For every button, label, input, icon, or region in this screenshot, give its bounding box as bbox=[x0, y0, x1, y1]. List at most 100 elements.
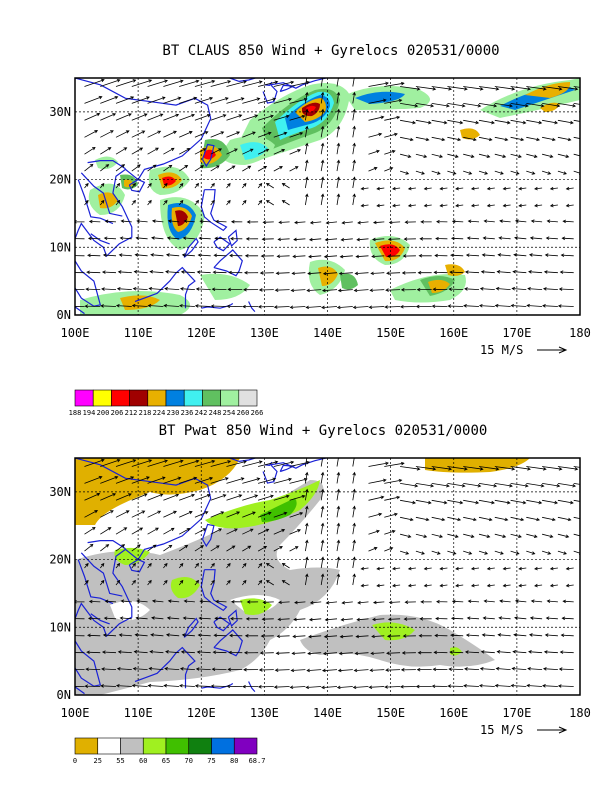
wind-vector bbox=[434, 253, 448, 258]
wind-vector bbox=[226, 131, 241, 138]
wind-vector bbox=[447, 684, 464, 688]
wind-vector bbox=[448, 287, 464, 291]
colorbar-swatch bbox=[238, 389, 258, 407]
wind-vector bbox=[115, 527, 128, 535]
wind-vector bbox=[435, 236, 448, 241]
wind-vector bbox=[400, 516, 414, 522]
wind-vector bbox=[376, 583, 385, 588]
wind-vector bbox=[495, 666, 511, 671]
border-segment bbox=[87, 160, 126, 170]
wind-vector bbox=[259, 651, 274, 655]
wind-vector bbox=[565, 566, 574, 571]
wind-vector bbox=[526, 499, 543, 505]
wind-vector bbox=[518, 583, 527, 588]
wind-vector bbox=[257, 685, 274, 689]
wind-vector bbox=[336, 539, 341, 552]
wind-vector bbox=[131, 493, 148, 501]
wind-vector bbox=[210, 199, 215, 206]
wind-vector bbox=[75, 306, 85, 307]
wind-vector bbox=[357, 600, 369, 605]
wind-vector bbox=[260, 254, 274, 258]
colorbar-label: 200 bbox=[97, 409, 110, 417]
wind-vector bbox=[178, 562, 184, 569]
wind-vector bbox=[336, 685, 353, 690]
wind-vector bbox=[265, 580, 275, 586]
wind-vector bbox=[512, 650, 527, 654]
wind-vector bbox=[278, 600, 290, 605]
wind-vector bbox=[325, 220, 338, 225]
pwat-coastline bbox=[75, 458, 328, 695]
wind-vector bbox=[307, 271, 322, 276]
wind-vector bbox=[415, 153, 428, 158]
wind-vector bbox=[514, 599, 527, 603]
wind-vector bbox=[502, 566, 511, 571]
wind-vector bbox=[388, 220, 401, 225]
wind-vector bbox=[178, 579, 184, 586]
wind-vector bbox=[511, 286, 527, 291]
wind-vector bbox=[549, 583, 558, 588]
wind-vector bbox=[352, 685, 369, 690]
wind-vector bbox=[320, 78, 325, 87]
wind-vector bbox=[163, 527, 175, 535]
wind-vector bbox=[341, 600, 353, 605]
wind-vector bbox=[526, 550, 536, 555]
x-tick-label: 130E bbox=[250, 706, 279, 720]
wind-vector bbox=[557, 483, 577, 488]
wind-vector bbox=[84, 562, 89, 569]
wind-vector bbox=[530, 219, 543, 223]
wind-vector bbox=[120, 219, 132, 223]
claus-vector-label: 15 M/S bbox=[480, 343, 523, 357]
wind-vector bbox=[289, 546, 299, 552]
wind-vector bbox=[321, 288, 338, 293]
wind-vector bbox=[214, 616, 227, 621]
wind-vector bbox=[400, 483, 419, 488]
claus-axis-labels: 100E 110E 120E 130E 140E 150E 160E 170E 180 0N 10N… bbox=[49, 105, 591, 340]
colorbar-label: 248 bbox=[209, 409, 222, 417]
colorbar-swatch bbox=[74, 737, 99, 755]
wind-vector bbox=[514, 219, 527, 223]
wind-vector bbox=[478, 499, 495, 505]
wind-vector bbox=[257, 97, 277, 104]
wind-vector bbox=[368, 132, 383, 138]
wind-vector bbox=[356, 237, 369, 242]
wind-vector bbox=[258, 668, 274, 672]
wind-vector bbox=[226, 562, 231, 569]
wind-vector bbox=[557, 684, 574, 688]
wind-vector bbox=[431, 483, 450, 488]
wind-vector bbox=[546, 599, 558, 604]
wind-vector bbox=[478, 516, 493, 522]
wind-vector bbox=[352, 193, 356, 206]
x-tick-label: 100E bbox=[61, 326, 90, 340]
wind-vector bbox=[226, 511, 241, 518]
wind-vector bbox=[147, 303, 164, 308]
wind-vector bbox=[226, 80, 247, 87]
wind-vector bbox=[257, 148, 270, 155]
wind-vector bbox=[478, 466, 500, 471]
wind-vector bbox=[529, 616, 543, 620]
wind-vector bbox=[226, 165, 236, 172]
colorbar-swatch bbox=[74, 389, 94, 407]
wind-vector bbox=[210, 304, 227, 308]
wind-vector bbox=[281, 563, 290, 569]
wind-vector bbox=[511, 666, 527, 671]
wind-vector bbox=[305, 108, 309, 121]
wind-vector bbox=[368, 115, 385, 121]
wind-vector bbox=[494, 103, 513, 108]
wind-vector bbox=[542, 516, 556, 522]
wind-vector bbox=[75, 669, 85, 670]
colorbar-swatch bbox=[165, 389, 185, 407]
wind-vector bbox=[466, 236, 480, 240]
wind-vector bbox=[197, 633, 211, 637]
wind-vector bbox=[147, 96, 166, 104]
wind-vector bbox=[147, 164, 157, 172]
wind-vector bbox=[257, 477, 277, 484]
wind-vector bbox=[323, 254, 338, 259]
wind-vector bbox=[360, 203, 369, 208]
wind-vector bbox=[341, 220, 353, 225]
wind-vector bbox=[151, 236, 164, 240]
wind-vector bbox=[194, 96, 214, 104]
wind-vector bbox=[244, 634, 259, 638]
wind-vector bbox=[179, 510, 193, 518]
wind-vector bbox=[179, 287, 195, 291]
colorbar-label: 75 bbox=[207, 757, 215, 765]
